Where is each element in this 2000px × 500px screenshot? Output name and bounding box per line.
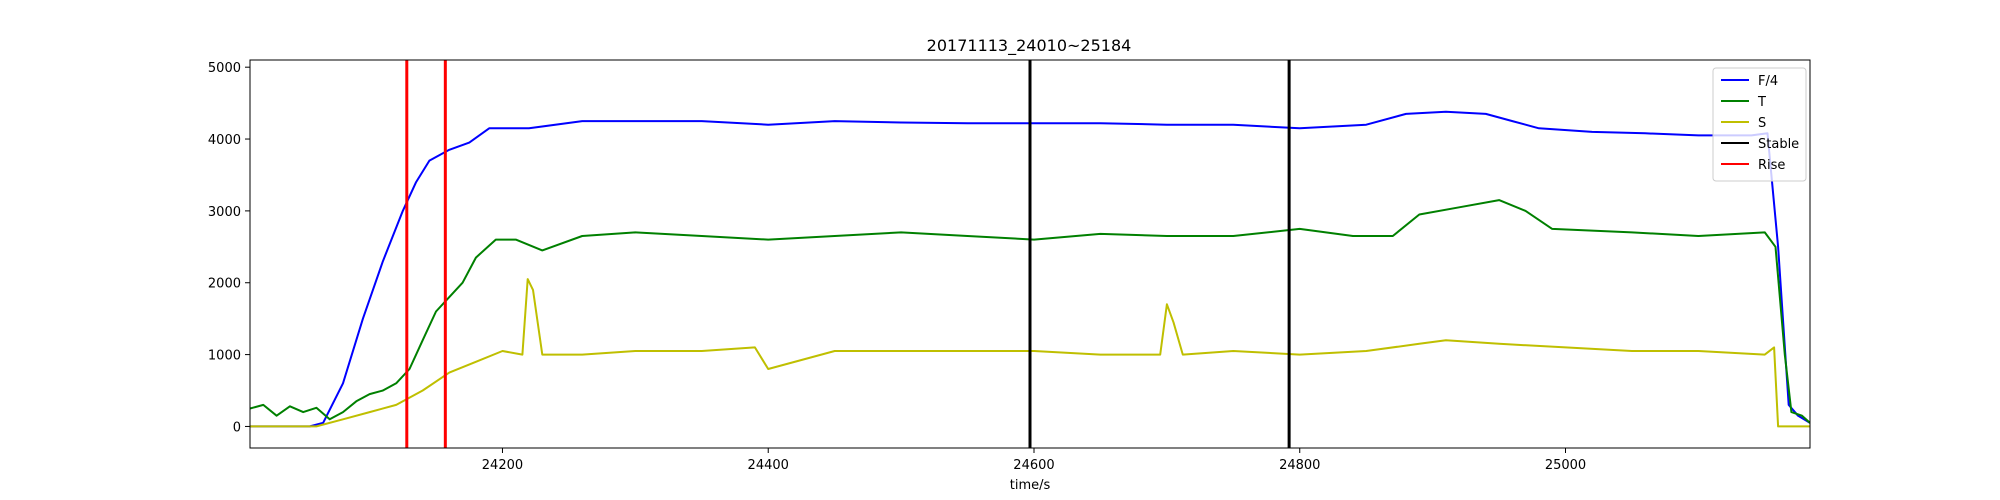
series-line-t — [250, 199, 1810, 424]
x-axis-label: time/s — [1010, 478, 1051, 493]
legend-box — [1712, 67, 1807, 182]
y-tick-label: 2000 — [208, 277, 241, 292]
y-tick-label: 0 — [233, 420, 241, 435]
chart-title: 20171113_24010~25184 — [927, 36, 1132, 56]
plot-frame — [249, 59, 1811, 449]
y-axis: 0 1000 2000 3000 4000 5000 — [208, 61, 250, 435]
x-tick-label: 24400 — [748, 458, 789, 473]
y-tick-label: 5000 — [208, 61, 241, 76]
x-tick-label: 24800 — [1279, 458, 1320, 473]
y-tick-label: 3000 — [208, 205, 241, 220]
legend-label-t: T — [1757, 95, 1766, 110]
x-tick-label: 24200 — [482, 458, 523, 473]
x-tick-label: 24600 — [1013, 458, 1054, 473]
y-tick-label: 4000 — [208, 133, 241, 148]
x-tick-label: 25000 — [1545, 458, 1586, 473]
legend-label-rise: Rise — [1758, 158, 1785, 173]
plot-content — [250, 60, 1810, 448]
x-axis: 24200 24400 24600 24800 25000 — [482, 448, 1586, 473]
legend-label-stable: Stable — [1758, 137, 1799, 152]
legend-label-f-4: F/4 — [1758, 74, 1778, 89]
series-line-s — [250, 278, 1810, 428]
legend-label-s: S — [1758, 116, 1766, 131]
y-tick-label: 1000 — [208, 349, 241, 364]
series-line-f-4 — [250, 110, 1810, 428]
legend: F/4 TS Stable Rise — [1712, 67, 1807, 182]
